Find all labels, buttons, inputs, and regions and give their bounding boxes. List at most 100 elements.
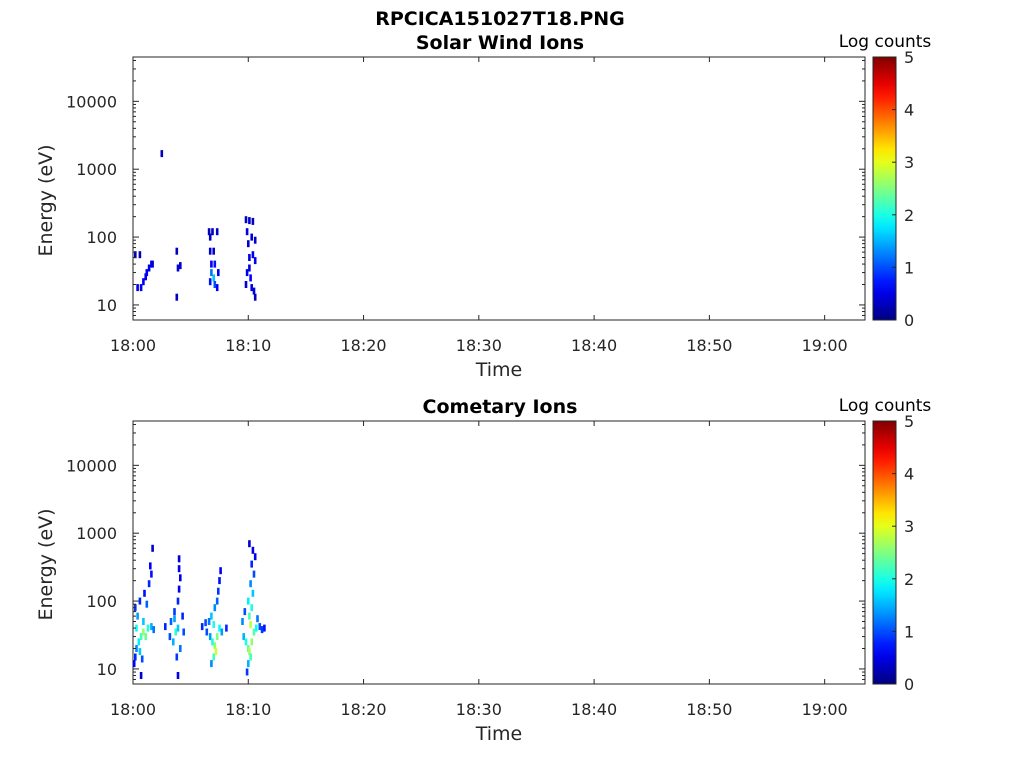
data-cell	[208, 247, 212, 255]
data-cell	[218, 624, 221, 632]
x-tick-label: 18:10	[225, 336, 271, 355]
data-cell	[247, 597, 250, 605]
data-cell	[208, 278, 212, 286]
data-cell	[175, 247, 179, 255]
data-cell	[210, 612, 213, 620]
data-cell	[252, 287, 256, 295]
data-cell	[251, 589, 255, 597]
data-cell	[253, 257, 257, 265]
data-cell	[253, 553, 257, 561]
data-cell	[211, 638, 214, 646]
data-cell	[200, 623, 204, 631]
data-cell	[145, 269, 149, 277]
data-cell	[251, 251, 255, 259]
y-tick-label: 100	[86, 592, 117, 611]
data-cell	[151, 260, 154, 268]
data-cell	[245, 228, 249, 236]
data-cell	[244, 281, 248, 288]
data-cell	[139, 284, 143, 292]
colorbar-tick-label: 3	[904, 517, 914, 536]
data-cell	[176, 624, 180, 632]
data-cell	[147, 580, 151, 588]
data-cell	[144, 633, 147, 641]
data-cell	[245, 269, 249, 277]
data-cell	[149, 562, 152, 570]
data-cell	[145, 600, 149, 608]
data-cell	[140, 655, 144, 663]
data-cell	[248, 254, 251, 261]
colorbar-tick-label: 3	[904, 153, 914, 172]
data-cell	[212, 247, 215, 255]
colorbar-tick-label: 2	[904, 206, 914, 225]
data-cell	[205, 628, 209, 636]
data-cell	[250, 604, 253, 612]
data-cell	[212, 653, 215, 661]
colorbar-tick-label: 4	[904, 101, 914, 120]
colorbar-gradient	[872, 420, 897, 685]
colorbar-tick-label: 0	[904, 675, 914, 694]
colorbar-tick-label: 1	[904, 622, 914, 641]
data-cell	[211, 228, 214, 236]
data-cell	[213, 260, 217, 268]
data-cell	[249, 274, 252, 282]
figure-title: RPCICA151027T18.PNG	[375, 8, 625, 30]
data-cell	[250, 284, 253, 292]
data-cell	[176, 597, 180, 605]
data-cell	[177, 555, 181, 563]
x-tick-label: 18:20	[340, 700, 386, 719]
data-cell	[213, 642, 217, 650]
data-cell	[176, 264, 180, 272]
data-cell	[210, 260, 213, 268]
data-cell	[215, 284, 219, 292]
data-cell	[220, 628, 224, 636]
data-cell	[242, 633, 245, 641]
data-cell	[181, 612, 184, 620]
data-cell	[251, 546, 255, 554]
data-cell	[245, 668, 249, 676]
data-cell	[207, 618, 211, 625]
data-cell	[248, 217, 251, 225]
x-axis-label: Time	[475, 723, 523, 745]
data-cell	[218, 577, 221, 585]
data-cell	[138, 251, 142, 259]
colorbar-solar-wind: Log counts 0 1 2 3 4 5	[839, 32, 932, 330]
x-tick-label: 18:30	[456, 700, 502, 719]
data-cell	[263, 624, 266, 632]
data-cell	[173, 615, 176, 623]
data-cell	[210, 269, 213, 277]
data-cell	[139, 672, 143, 679]
x-tick-label: 19:00	[802, 336, 848, 355]
data-cell	[219, 567, 222, 575]
x-tick-label: 18:40	[571, 700, 617, 719]
data-cell	[250, 560, 253, 568]
x-tick-label: 18:10	[225, 700, 271, 719]
data-cell	[179, 262, 182, 270]
data-cell	[182, 628, 185, 636]
data-cell	[244, 216, 248, 224]
data-cell	[217, 587, 220, 595]
data-cell	[250, 233, 253, 241]
panel-title: Cometary Ions	[423, 396, 578, 418]
data-cell	[247, 240, 250, 248]
panel-title: Solar Wind Ions	[416, 32, 584, 54]
data-cell	[144, 273, 147, 281]
x-axis-label: Time	[475, 359, 523, 381]
x-tick-label: 18:20	[340, 336, 386, 355]
data-cell	[225, 624, 228, 632]
y-tick-label: 10	[97, 660, 117, 679]
colorbar-tick-label: 0	[904, 311, 914, 330]
data-cell	[217, 269, 220, 277]
data-cell	[253, 293, 257, 301]
data-cell	[135, 645, 138, 652]
y-tick-label: 100	[86, 228, 117, 247]
data-cell	[253, 236, 257, 244]
colorbar-tick-label: 2	[904, 570, 914, 589]
data-cell	[177, 585, 181, 593]
y-tick-label: 1000	[76, 160, 117, 179]
panel-solar-wind-ions: 18:00 18:10 18:20 18:30 18:40 18:50 19:00 10 100…	[35, 32, 866, 381]
data-cell	[142, 278, 145, 286]
data-cell	[176, 672, 180, 679]
data-cell	[207, 228, 211, 236]
data-cell	[132, 660, 136, 668]
